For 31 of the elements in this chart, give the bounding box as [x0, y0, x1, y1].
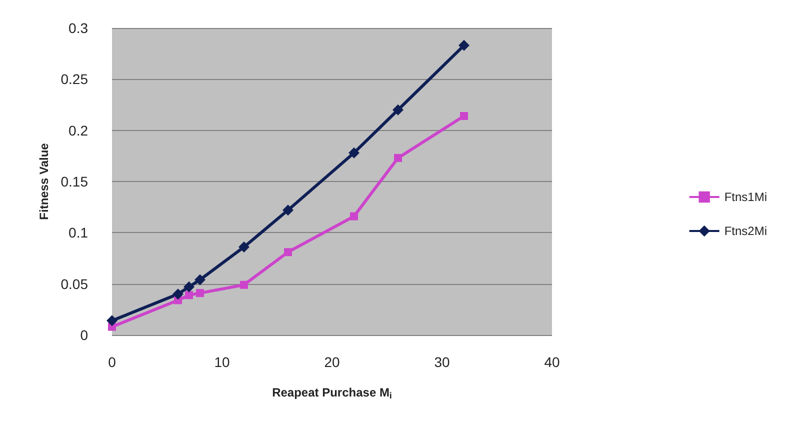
- x-tick-label: 10: [214, 354, 230, 370]
- y-tick-label: 0.25: [60, 71, 88, 88]
- y-tick-label: 0.2: [68, 122, 88, 138]
- point: [460, 112, 468, 120]
- point: [196, 289, 204, 298]
- legend-label: Ftns1Mi: [724, 190, 768, 204]
- point: [392, 104, 404, 116]
- point: [184, 281, 194, 292]
- point: [458, 40, 470, 51]
- point: [194, 274, 206, 286]
- point: [185, 291, 193, 300]
- point: [284, 248, 292, 256]
- point: [238, 241, 250, 252]
- point: [350, 212, 358, 220]
- legend-label: Ftns2Mi: [724, 224, 768, 238]
- y-tick-label: 0: [80, 327, 88, 343]
- x-tick-label: 20: [324, 354, 340, 370]
- point: [394, 154, 402, 162]
- y-tick-label: 0.15: [60, 174, 88, 190]
- y-tick-label: 0.05: [60, 276, 88, 292]
- point: [348, 147, 360, 158]
- x-tick-label: 30: [434, 354, 450, 370]
- y-tick-label: 0.3: [68, 20, 88, 36]
- x-tick-label: 40: [544, 354, 560, 370]
- point: [282, 204, 294, 216]
- point: [240, 280, 248, 289]
- point: [172, 288, 184, 300]
- y-axis-title: Fitness Value: [36, 142, 51, 220]
- x-tick-label: 0: [108, 354, 116, 370]
- point: [106, 315, 118, 326]
- y-tick-label: 0.1: [68, 224, 88, 241]
